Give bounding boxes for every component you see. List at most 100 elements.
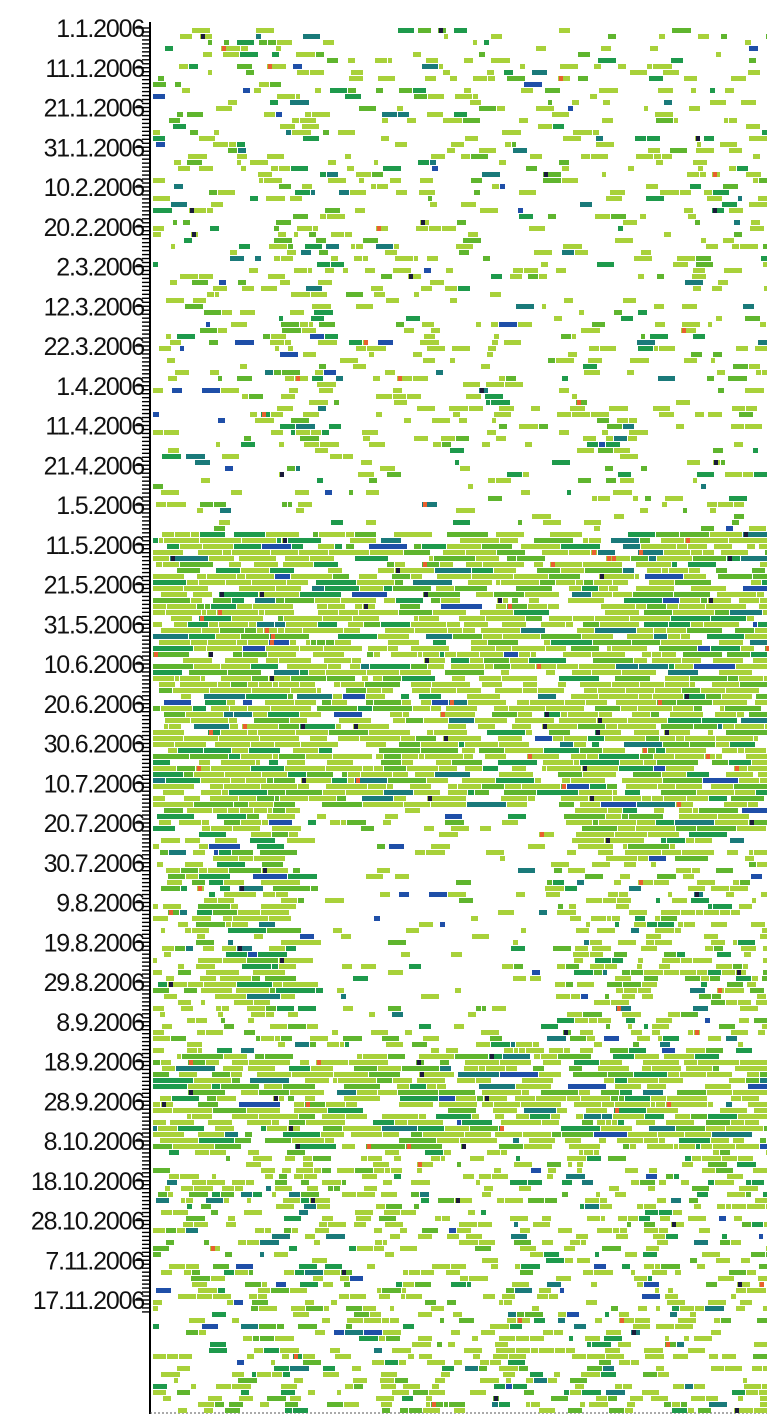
heat-cell [222, 790, 228, 795]
heat-cell [713, 658, 743, 663]
heat-cell [686, 1048, 705, 1053]
heat-cell [177, 1366, 190, 1371]
heat-cell [731, 1240, 741, 1245]
heat-cell [558, 682, 566, 687]
heat-cell [442, 1366, 454, 1371]
heat-cell [730, 838, 744, 843]
heat-cell [579, 664, 615, 669]
heat-cell [421, 700, 431, 705]
heat-cell [312, 112, 330, 117]
heat-cell [607, 784, 617, 789]
heat-cell [190, 754, 228, 759]
heat-cell [399, 892, 409, 897]
heat-cell [481, 364, 490, 369]
heat-cell [667, 1096, 707, 1101]
heat-cell [494, 568, 516, 573]
heat-cell [311, 886, 318, 891]
heat-cell [161, 1060, 171, 1065]
heat-cell [274, 226, 279, 231]
heat-cell [720, 706, 724, 711]
heat-cell [256, 760, 260, 765]
heat-cell [214, 130, 219, 135]
heat-cell [459, 616, 485, 621]
heat-cell [658, 1372, 669, 1377]
heat-cell [467, 1282, 471, 1287]
heat-cell [684, 922, 695, 927]
heat-cell [484, 1096, 507, 1101]
heat-cell [507, 472, 522, 477]
heat-cell [763, 958, 767, 963]
heat-cell [644, 1204, 656, 1209]
heat-cell [266, 1006, 276, 1011]
heat-cell [293, 868, 300, 873]
heat-cell [350, 1294, 366, 1299]
heat-cell [246, 1180, 254, 1185]
heat-cell [199, 832, 226, 837]
heat-cell [501, 1150, 507, 1155]
heat-cell [417, 1168, 422, 1173]
heat-cell [612, 916, 620, 921]
heat-cell [684, 358, 697, 363]
heat-cell [482, 1192, 491, 1197]
heat-cell [509, 706, 545, 711]
heat-cell [712, 760, 728, 765]
heat-cell [299, 1114, 315, 1119]
heat-cell [701, 976, 709, 981]
heat-cell [608, 808, 622, 813]
heat-cell-peak [271, 634, 275, 639]
heat-cell [445, 1126, 469, 1131]
heat-cell [261, 1036, 274, 1041]
heat-cell [153, 226, 164, 231]
heat-cell-peak [592, 550, 596, 555]
heat-cell [261, 904, 296, 909]
heat-cell [153, 844, 159, 849]
heat-cell [431, 706, 441, 711]
heat-cell [615, 1078, 627, 1083]
heat-cell [685, 1156, 691, 1161]
heat-cell [223, 52, 239, 57]
heat-cell [543, 178, 561, 183]
heat-cell [679, 1144, 695, 1149]
heat-cell [444, 1150, 451, 1155]
heat-cell [761, 892, 767, 897]
heat-cell [449, 1228, 456, 1233]
heat-cell [763, 1306, 767, 1311]
heat-cell-peak [543, 724, 547, 729]
heat-cell [754, 472, 767, 477]
heat-cell [271, 1360, 275, 1365]
heat-cell [515, 1288, 532, 1293]
heat-cell [378, 1090, 397, 1095]
heat-cell [479, 1366, 487, 1371]
heat-cell-peak [744, 532, 748, 537]
heat-cell [214, 850, 218, 855]
heat-cell [165, 1186, 170, 1191]
heat-cell-peak [189, 1090, 193, 1095]
heat-cell [317, 688, 321, 693]
heat-cell [462, 1120, 492, 1125]
heat-cell [460, 1138, 497, 1143]
heat-cell [762, 130, 767, 135]
heat-cell [373, 676, 382, 681]
heat-cell [522, 784, 560, 789]
heat-cell [448, 628, 462, 633]
heat-cell [505, 1198, 523, 1203]
heat-cell [516, 304, 534, 309]
heat-cell [691, 352, 702, 357]
heat-cell [497, 550, 525, 555]
heat-cell [153, 1108, 172, 1113]
heat-cell [507, 802, 527, 807]
heat-cell [564, 1048, 570, 1053]
heat-cell [746, 1180, 751, 1185]
heat-cell [574, 1102, 601, 1107]
heat-cell [173, 124, 186, 129]
heat-cell [253, 604, 293, 609]
heat-cell [452, 676, 465, 681]
heat-cell [253, 1156, 272, 1161]
heat-cell [224, 40, 229, 45]
heat-cell [417, 1078, 445, 1083]
heat-cell [363, 436, 370, 441]
heat-cell [270, 1024, 287, 1029]
heat-cell [633, 1324, 650, 1329]
heat-cell [715, 610, 729, 615]
heat-cell [291, 1306, 305, 1311]
